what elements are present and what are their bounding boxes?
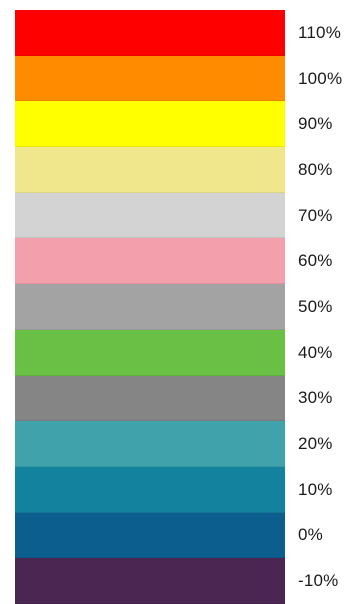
legend-label-70: 70%: [298, 205, 333, 225]
legend-swatch-10: [15, 466, 285, 513]
legend-swatch-100: [15, 55, 285, 102]
legend-label-80: 80%: [298, 159, 333, 179]
legend-label-40: 40%: [298, 342, 333, 362]
legend-swatch-110: [15, 10, 285, 56]
swatch-column: [15, 10, 285, 604]
legend-label-100: 100%: [298, 68, 343, 88]
legend-label-90: 90%: [298, 114, 333, 134]
legend-swatch-60: [15, 238, 285, 285]
legend-label-50: 50%: [298, 296, 333, 316]
legend-swatch-80: [15, 147, 285, 193]
legend-swatch-minus-10: [15, 558, 285, 604]
legend-swatch-30: [15, 375, 285, 422]
legend-label-60: 60%: [298, 251, 333, 271]
legend-label-0: 0%: [298, 525, 323, 545]
legend-label-10: 10%: [298, 479, 333, 499]
legend-label-20: 20%: [298, 434, 333, 454]
legend-label-minus-10: -10%: [298, 571, 339, 591]
legend-swatch-20: [15, 421, 285, 467]
legend-label-30: 30%: [298, 388, 333, 408]
legend-swatch-50: [15, 284, 285, 330]
legend-swatch-40: [15, 329, 285, 376]
label-column: 110% 100% 90% 80% 70% 60% 50% 40% 30% 20…: [298, 10, 358, 604]
legend-swatch-90: [15, 101, 285, 148]
legend-label-110: 110%: [298, 22, 342, 42]
legend-swatch-0: [15, 512, 285, 559]
legend-swatch-70: [15, 192, 285, 239]
